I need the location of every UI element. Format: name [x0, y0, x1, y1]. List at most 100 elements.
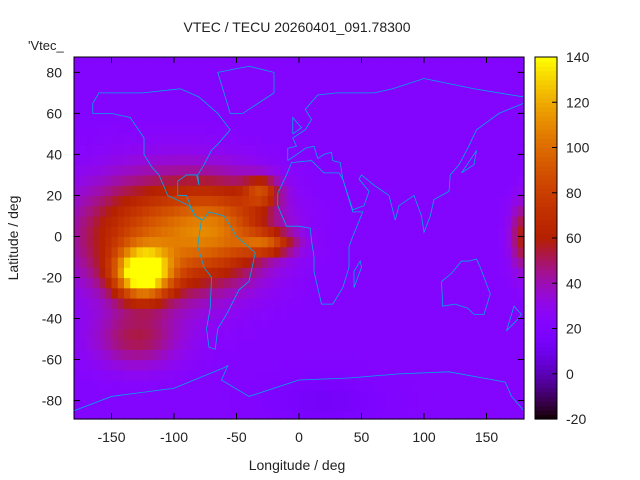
- heatmap-cell: [124, 236, 131, 248]
- heatmap-cell: [280, 133, 288, 145]
- heatmap-cell: [136, 339, 144, 350]
- heatmap-cell: [155, 328, 163, 340]
- heatmap-cell: [286, 195, 294, 207]
- heatmap-cell: [249, 246, 256, 258]
- chart-title: VTEC / TECU 20260401_091.78300: [183, 19, 410, 35]
- heatmap-cell: [392, 349, 400, 361]
- heatmap-cell: [342, 92, 350, 104]
- heatmap-cell: [336, 390, 344, 402]
- heatmap-cell: [411, 318, 419, 330]
- heatmap-cell: [230, 297, 238, 309]
- heatmap-cell: [286, 144, 294, 156]
- heatmap-cell: [255, 185, 263, 197]
- heatmap-cell: [467, 318, 475, 330]
- heatmap-cell: [424, 205, 431, 217]
- colorbar-segment: [535, 179, 557, 185]
- heatmap-cell: [292, 256, 300, 268]
- heatmap-cell: [199, 82, 206, 94]
- colorbar-segment: [535, 75, 557, 81]
- heatmap-cell: [217, 380, 225, 391]
- heatmap-cell: [261, 349, 269, 361]
- coastline: [461, 150, 477, 174]
- heatmap-cell: [180, 82, 188, 94]
- heatmap-cell: [224, 133, 231, 145]
- heatmap-cell: [230, 339, 238, 350]
- heatmap-cell: [380, 359, 388, 371]
- heatmap-cell: [355, 287, 363, 299]
- heatmap-cell: [405, 349, 413, 361]
- heatmap-cell: [105, 133, 113, 145]
- heatmap-cell: [105, 359, 113, 371]
- heatmap-cell: [124, 400, 131, 412]
- heatmap-cell: [217, 359, 225, 371]
- heatmap-cell: [155, 103, 163, 115]
- heatmap-cell: [405, 369, 413, 381]
- heatmap-cell: [442, 174, 450, 186]
- heatmap-cell: [180, 246, 188, 258]
- heatmap-cell: [417, 205, 425, 217]
- heatmap-cell: [92, 62, 100, 73]
- heatmap-cell: [380, 410, 388, 420]
- heatmap-cell: [292, 226, 300, 238]
- heatmap-cell: [511, 308, 519, 320]
- heatmap-cell: [355, 144, 363, 156]
- colorbar-segment: [535, 287, 557, 293]
- heatmap-cell: [455, 410, 463, 420]
- heatmap-cell: [505, 123, 513, 135]
- heatmap-cell: [361, 339, 369, 350]
- heatmap-cell: [361, 277, 369, 289]
- heatmap-cell: [205, 144, 213, 156]
- heatmap-cell: [274, 256, 281, 268]
- heatmap-cell: [130, 205, 138, 217]
- heatmap-cell: [461, 267, 469, 279]
- heatmap-cell: [142, 380, 150, 391]
- heatmap-cell: [474, 205, 481, 217]
- heatmap-cell: [261, 328, 269, 340]
- heatmap-cell: [199, 154, 206, 166]
- heatmap-cell: [317, 328, 325, 340]
- heatmap-cell: [355, 164, 363, 176]
- colorbar-segment: [535, 260, 557, 266]
- heatmap-cell: [511, 103, 519, 115]
- heatmap-cell: [480, 92, 488, 104]
- heatmap-cell: [474, 318, 481, 330]
- heatmap-cell: [492, 154, 500, 166]
- heatmap-cell: [474, 164, 481, 176]
- heatmap-cell: [474, 144, 481, 156]
- heatmap-cell: [386, 369, 394, 381]
- heatmap-cell: [142, 410, 150, 420]
- heatmap-cell: [336, 82, 344, 94]
- heatmap-cell: [192, 205, 200, 217]
- heatmap-cell: [236, 144, 244, 156]
- heatmap-cell: [92, 390, 100, 402]
- heatmap-cell: [317, 133, 325, 145]
- heatmap-cell: [211, 205, 219, 217]
- heatmap-cell: [199, 62, 206, 73]
- heatmap-cell: [230, 246, 238, 258]
- heatmap-cell: [411, 410, 419, 420]
- heatmap-cell: [199, 185, 206, 197]
- heatmap-cell: [392, 339, 400, 350]
- heatmap-cell: [480, 103, 488, 115]
- heatmap-cell: [380, 246, 388, 258]
- x-axis-ticks: -150 -100 -50 0 50 100 150: [97, 57, 498, 445]
- heatmap-cell: [274, 215, 281, 227]
- heatmap-cell: [480, 62, 488, 73]
- heatmap-cell: [174, 359, 181, 371]
- heatmap-cell: [92, 359, 100, 371]
- heatmap-cell: [467, 308, 475, 320]
- heatmap-cell: [511, 380, 519, 391]
- heatmap-cell: [424, 400, 431, 412]
- heatmap-cell: [255, 123, 263, 135]
- heatmap-cell: [405, 144, 413, 156]
- heatmap-cell: [467, 328, 475, 340]
- heatmap-cell: [186, 154, 194, 166]
- heatmap-cell: [349, 287, 356, 299]
- heatmap-cell: [136, 103, 144, 115]
- heatmap-cell: [136, 154, 144, 166]
- heatmap-cell: [286, 62, 294, 73]
- heatmap-cell: [274, 82, 281, 94]
- heatmap-cell: [167, 277, 175, 289]
- heatmap-cell: [230, 205, 238, 217]
- heatmap-cell: [242, 256, 250, 268]
